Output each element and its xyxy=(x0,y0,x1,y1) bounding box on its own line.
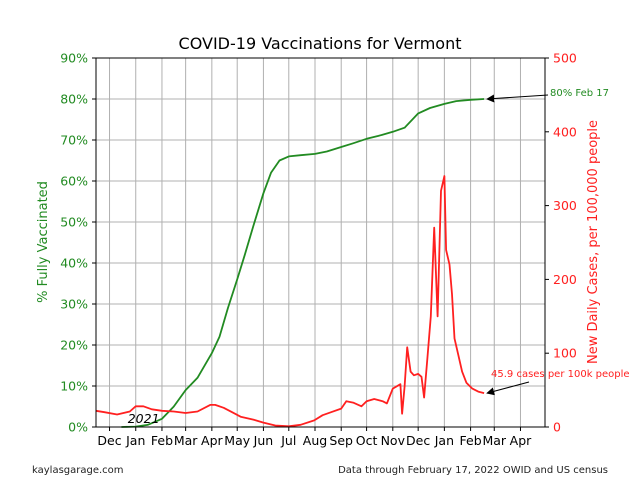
x-tick-label: Apr xyxy=(510,433,532,448)
x-tick-label: Dec xyxy=(406,433,430,448)
annotation-arrow xyxy=(486,94,549,103)
y-right-tick-label: 100 xyxy=(553,346,577,361)
x-tick-label: Aug xyxy=(303,433,327,448)
y-right-tick-label: 400 xyxy=(553,124,577,139)
y-left-tick-label: 90% xyxy=(60,51,88,66)
y-left-tick-label: 40% xyxy=(60,256,88,271)
y-left-tick-label: 20% xyxy=(60,338,88,353)
x-tick-label: Jun xyxy=(253,433,274,448)
y-left-tick-label: 10% xyxy=(60,379,88,394)
ticks: Dec Jan Feb Mar Apr May Jun Jul Aug Sep Oct Nov Dec J… xyxy=(60,51,577,449)
annotation-label: 45.9 cases per 100k people xyxy=(491,369,630,380)
x-tick-label: Nov xyxy=(381,433,406,448)
x-tick-label: Mar xyxy=(482,433,506,448)
x-tick-label: Feb xyxy=(151,433,173,448)
y-left-tick-label: 70% xyxy=(60,133,88,148)
y-axis-left-label: % Fully Vaccinated xyxy=(36,181,51,303)
x-tick-label: May xyxy=(224,433,250,448)
x-tick-label: Dec xyxy=(97,433,121,448)
year-label: 2021 xyxy=(128,411,160,426)
series-group xyxy=(95,98,485,428)
cases-line xyxy=(95,175,485,428)
x-tick-label: Oct xyxy=(356,433,378,448)
y-right-tick-label: 500 xyxy=(553,51,577,66)
plot-frame xyxy=(95,57,546,428)
y-left-tick-label: 60% xyxy=(60,174,88,189)
x-tick-label: Feb xyxy=(460,433,482,448)
footer-left: kaylasgarage.com xyxy=(32,465,124,476)
grid xyxy=(96,57,545,428)
chart-title: COVID-19 Vaccinations for Vermont xyxy=(179,34,462,53)
vaccination-line xyxy=(121,98,485,428)
x-tick-label: Mar xyxy=(174,433,198,448)
x-tick-label: Sep xyxy=(329,433,353,448)
y-right-tick-label: 200 xyxy=(553,272,577,287)
y-left-tick-label: 30% xyxy=(60,297,88,312)
annotations: 80% Feb 17 45.9 cases per 100k people xyxy=(486,88,630,396)
annotation-label: 80% Feb 17 xyxy=(550,88,609,99)
y-axis-right-label: New Daily Cases, per 100,000 people xyxy=(586,120,601,364)
x-tick-label: Jul xyxy=(280,433,296,448)
y-left-tick-label: 50% xyxy=(60,215,88,230)
x-tick-label: Jan xyxy=(125,433,145,448)
footer-right: Data through February 17, 2022 OWID and … xyxy=(338,465,608,476)
annotation-arrow xyxy=(486,381,530,396)
x-tick-label: Apr xyxy=(201,433,223,448)
y-right-tick-label: 0 xyxy=(553,420,561,435)
x-tick-label: Jan xyxy=(434,433,454,448)
y-left-tick-label: 80% xyxy=(60,92,88,107)
y-left-tick-label: 0% xyxy=(68,420,88,435)
y-right-tick-label: 300 xyxy=(553,198,577,213)
